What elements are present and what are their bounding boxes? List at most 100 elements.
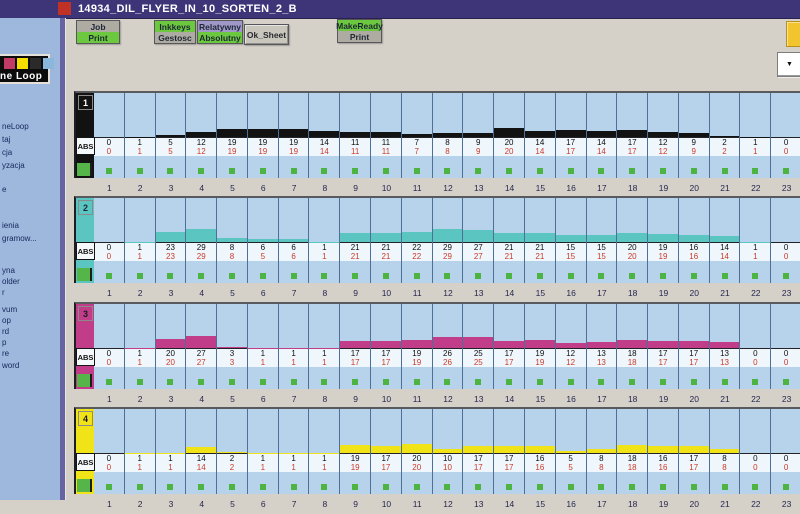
key-ok-green-indicator[interactable] bbox=[198, 484, 204, 490]
key-ok-green-indicator[interactable] bbox=[629, 273, 635, 279]
key-ok-green-indicator[interactable] bbox=[137, 273, 143, 279]
zone-status-green-indicator[interactable] bbox=[77, 268, 92, 281]
key-ok-green-indicator[interactable] bbox=[167, 379, 173, 385]
key-ok-green-indicator[interactable] bbox=[783, 273, 789, 279]
key-ok-green-indicator[interactable] bbox=[475, 379, 481, 385]
key-ok-green-indicator[interactable] bbox=[229, 379, 235, 385]
key-ok-green-indicator[interactable] bbox=[414, 168, 420, 174]
job-print-button-bottom[interactable]: Print bbox=[77, 32, 119, 43]
key-ok-green-indicator[interactable] bbox=[598, 379, 604, 385]
key-ok-green-indicator[interactable] bbox=[752, 273, 758, 279]
zone-status-green-indicator[interactable] bbox=[77, 163, 92, 176]
key-ok-green-indicator[interactable] bbox=[660, 168, 666, 174]
key-ok-green-indicator[interactable] bbox=[537, 168, 543, 174]
sidebar-item-14[interactable]: re bbox=[2, 349, 9, 358]
key-ok-green-indicator[interactable] bbox=[752, 484, 758, 490]
key-ok-green-indicator[interactable] bbox=[229, 273, 235, 279]
inkkeys-density-button-bottom[interactable]: Gestosc bbox=[155, 32, 195, 43]
key-ok-green-indicator[interactable] bbox=[537, 379, 543, 385]
sidebar-item-5[interactable]: ienia bbox=[2, 221, 19, 230]
key-ok-green-indicator[interactable] bbox=[444, 273, 450, 279]
key-ok-green-indicator[interactable] bbox=[383, 379, 389, 385]
key-ok-green-indicator[interactable] bbox=[568, 484, 574, 490]
key-ok-green-indicator[interactable] bbox=[383, 168, 389, 174]
makeready-print-button-bottom[interactable]: Print bbox=[338, 31, 381, 42]
key-ok-green-indicator[interactable] bbox=[321, 484, 327, 490]
ok-sheet-button[interactable]: Ok_Sheet bbox=[244, 24, 289, 45]
key-ok-green-indicator[interactable] bbox=[383, 273, 389, 279]
makeready-print-button[interactable]: MakeReady Print bbox=[337, 19, 382, 43]
key-ok-green-indicator[interactable] bbox=[506, 273, 512, 279]
key-ok-green-indicator[interactable] bbox=[475, 273, 481, 279]
key-ok-green-indicator[interactable] bbox=[568, 273, 574, 279]
sidebar-item-9[interactable]: r bbox=[2, 288, 5, 297]
key-ok-green-indicator[interactable] bbox=[106, 168, 112, 174]
key-ok-green-indicator[interactable] bbox=[722, 484, 728, 490]
key-ok-green-indicator[interactable] bbox=[291, 168, 297, 174]
key-ok-green-indicator[interactable] bbox=[106, 273, 112, 279]
key-ok-green-indicator[interactable] bbox=[414, 484, 420, 490]
key-ok-green-indicator[interactable] bbox=[198, 379, 204, 385]
key-ok-green-indicator[interactable] bbox=[506, 379, 512, 385]
key-ok-green-indicator[interactable] bbox=[352, 484, 358, 490]
relative-absolute-button-top[interactable]: Relatywny bbox=[198, 21, 242, 32]
key-ok-green-indicator[interactable] bbox=[475, 484, 481, 490]
key-ok-green-indicator[interactable] bbox=[660, 273, 666, 279]
key-ok-green-indicator[interactable] bbox=[321, 379, 327, 385]
key-ok-green-indicator[interactable] bbox=[598, 168, 604, 174]
key-ok-green-indicator[interactable] bbox=[629, 484, 635, 490]
key-ok-green-indicator[interactable] bbox=[752, 379, 758, 385]
sidebar-item-11[interactable]: op bbox=[2, 316, 11, 325]
key-ok-green-indicator[interactable] bbox=[629, 379, 635, 385]
key-ok-green-indicator[interactable] bbox=[444, 168, 450, 174]
key-ok-green-indicator[interactable] bbox=[352, 273, 358, 279]
sidebar-item-8[interactable]: older bbox=[2, 277, 20, 286]
sidebar-item-15[interactable]: word bbox=[2, 361, 19, 370]
key-ok-green-indicator[interactable] bbox=[783, 484, 789, 490]
sidebar-item-1[interactable]: taj bbox=[2, 135, 10, 144]
makeready-print-button-top[interactable]: MakeReady bbox=[338, 20, 381, 31]
key-ok-green-indicator[interactable] bbox=[506, 484, 512, 490]
key-ok-green-indicator[interactable] bbox=[137, 379, 143, 385]
key-ok-green-indicator[interactable] bbox=[352, 168, 358, 174]
key-ok-green-indicator[interactable] bbox=[137, 484, 143, 490]
key-ok-green-indicator[interactable] bbox=[198, 168, 204, 174]
key-ok-green-indicator[interactable] bbox=[321, 168, 327, 174]
